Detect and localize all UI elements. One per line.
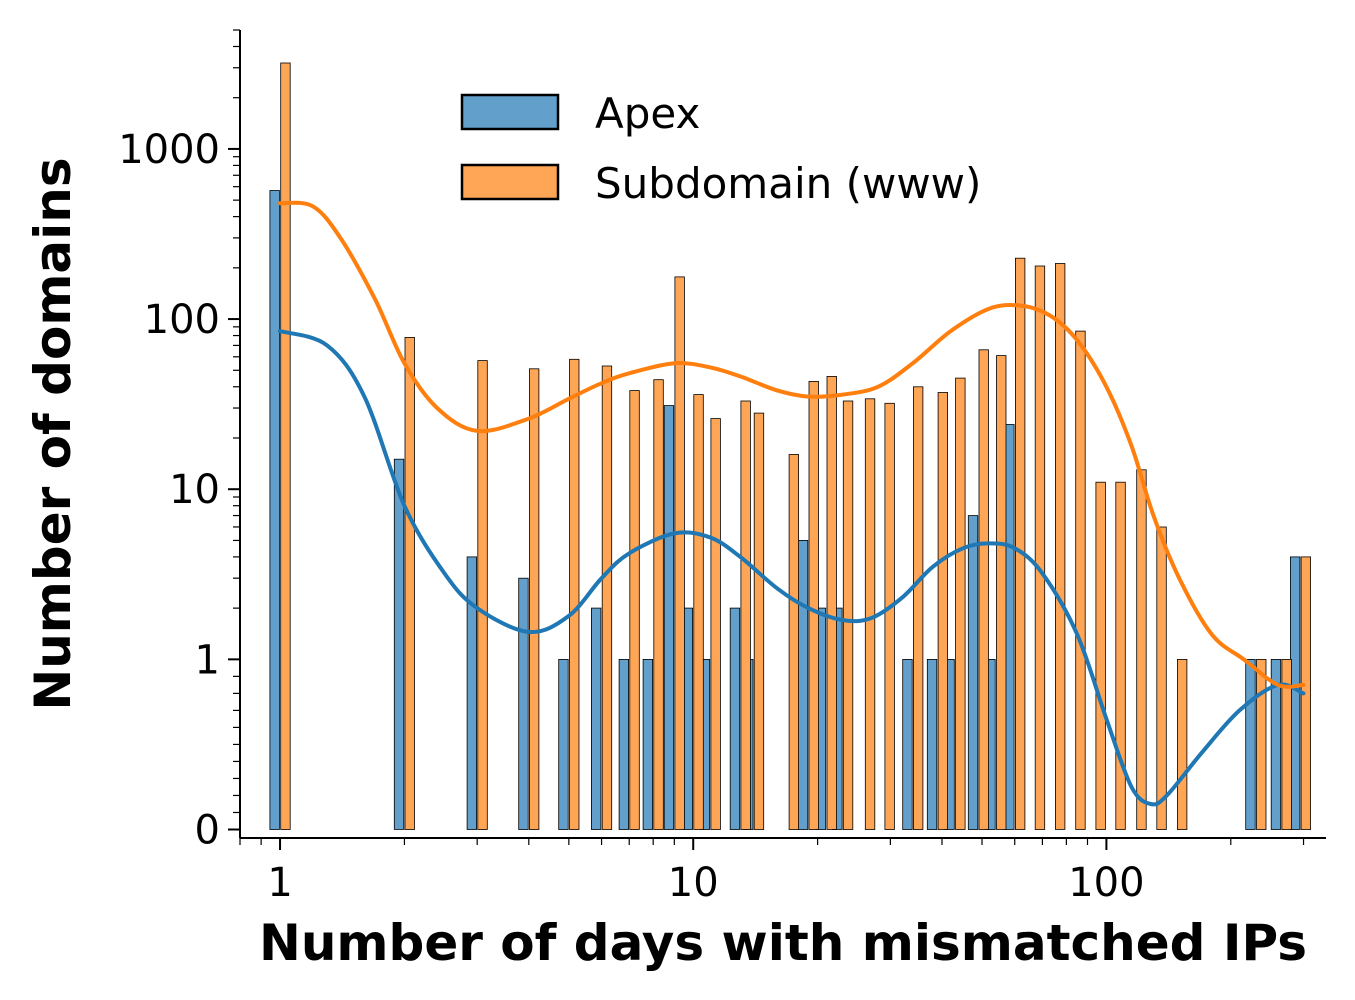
subdomain-bar	[808, 380, 819, 830]
subdomain-bar	[280, 62, 291, 830]
subdomain-bar	[1115, 481, 1126, 830]
apex-kde-line	[278, 329, 1306, 807]
subdomain-bar	[740, 400, 751, 830]
y-tick-label: 10	[169, 467, 220, 513]
subdomain-bar	[937, 392, 948, 830]
subdomain-bar	[653, 379, 664, 830]
kde-layer	[278, 200, 1306, 807]
legend-swatch-apex	[460, 93, 560, 131]
apex-bar	[663, 405, 675, 830]
apex-bar	[797, 540, 809, 830]
apex-bar	[1290, 556, 1301, 830]
x-tick-label: 1	[267, 860, 292, 906]
subdomain-bar	[569, 358, 580, 830]
subdomain-bar	[913, 386, 924, 830]
apex-bar	[729, 607, 741, 830]
subdomain-bar	[996, 355, 1007, 830]
x-ticks: 1 10 100	[239, 838, 1305, 906]
y-tick-label: 1000	[118, 127, 220, 173]
apex-bar	[518, 577, 529, 830]
subdomain-bar	[842, 400, 854, 830]
apex-bar	[1245, 659, 1256, 830]
apex-bar	[558, 659, 569, 830]
subdomain-bar	[710, 418, 721, 830]
subdomain-bar	[1256, 659, 1267, 830]
subdomain-bar	[529, 368, 540, 830]
subdomain-bar	[1034, 265, 1046, 830]
bars-layer	[269, 62, 1311, 830]
axes-layer	[239, 30, 1326, 839]
y-tick-label: 100	[144, 297, 220, 343]
subdomain-bar	[1015, 257, 1026, 830]
x-tick-label: 100	[1068, 860, 1144, 906]
x-axis-label: Number of days with mismatched IPs	[259, 914, 1307, 972]
subdomain-bar	[1281, 659, 1292, 830]
apex-bar	[618, 659, 629, 830]
subdomain-bar	[629, 390, 640, 830]
apex-bar	[902, 659, 913, 830]
legend: Apex Subdomain (www)	[460, 89, 981, 208]
subdomain-bar	[864, 398, 876, 830]
legend-label-apex: Apex	[595, 89, 700, 138]
apex-bar	[393, 458, 405, 830]
y-ticks: 0 1 10 100 1000	[118, 29, 240, 853]
subdomain-bar	[884, 402, 895, 830]
legend-swatch-subdomain	[460, 163, 560, 201]
subdomain-bar	[693, 394, 704, 830]
subdomain-bar	[1095, 481, 1106, 830]
apex-bar	[967, 515, 979, 830]
subdomain-bar	[404, 336, 415, 830]
y-axis-label: Number of domains	[24, 157, 82, 710]
subdomain-kde-line	[278, 200, 1306, 689]
apex-bar	[269, 190, 280, 830]
subdomain-bar	[788, 454, 799, 830]
subdomain-bar	[826, 375, 837, 830]
subdomain-bar	[1156, 526, 1167, 830]
subdomain-bar	[1136, 469, 1147, 830]
subdomain-bar	[955, 377, 966, 830]
apex-bar	[591, 607, 602, 830]
y-tick-label: 0	[195, 807, 220, 853]
y-tick-label: 1	[195, 637, 220, 683]
x-tick-label: 10	[668, 860, 719, 906]
subdomain-bar	[601, 365, 613, 830]
apex-bar	[1270, 659, 1282, 830]
apex-bar	[642, 659, 653, 830]
subdomain-bar	[477, 360, 488, 830]
subdomain-bar	[753, 412, 765, 830]
subdomain-bar	[978, 349, 989, 830]
apex-bar	[926, 659, 938, 830]
subdomain-bar	[1055, 263, 1066, 830]
apex-bar	[466, 556, 478, 830]
legend-label-subdomain: Subdomain (www)	[595, 159, 981, 208]
subdomain-bar	[1075, 330, 1086, 830]
subdomain-bar	[1177, 659, 1188, 830]
subdomain-bar	[674, 276, 685, 830]
